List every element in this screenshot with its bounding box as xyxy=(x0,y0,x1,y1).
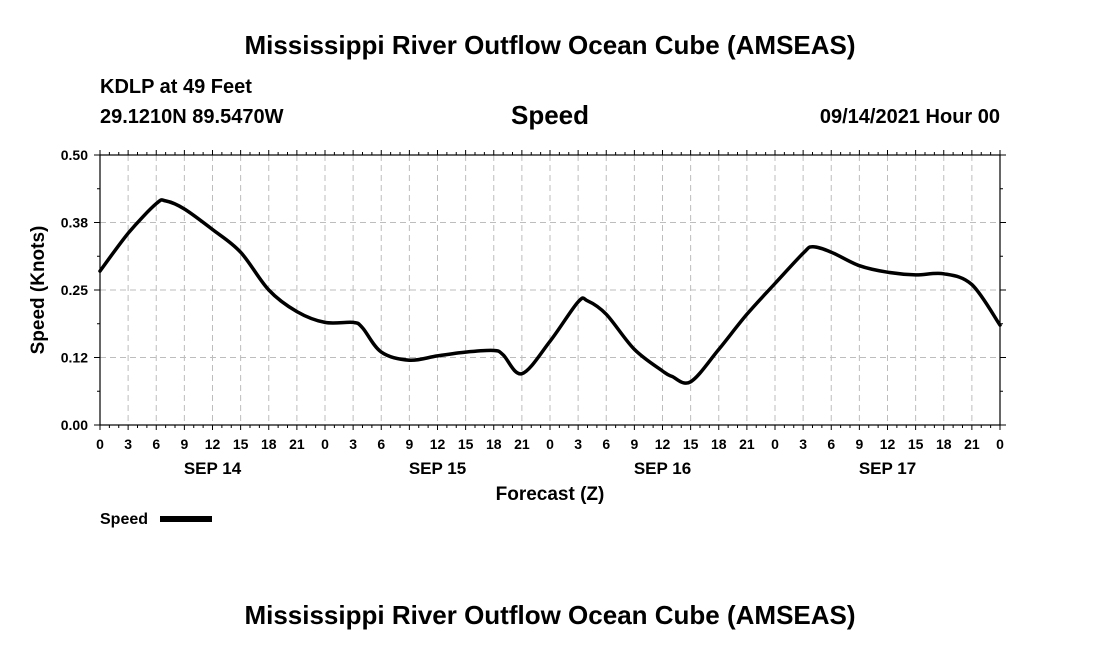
x-tick-label: 21 xyxy=(964,436,980,452)
x-tick-label: 15 xyxy=(908,436,924,452)
x-axis-title: Forecast (Z) xyxy=(496,484,605,505)
series-layer xyxy=(98,198,1002,385)
x-tick-label: 3 xyxy=(349,436,357,452)
y-tick-label: 0.00 xyxy=(61,417,88,433)
x-tick-label: 0 xyxy=(546,436,554,452)
y-tick-label: 0.38 xyxy=(61,215,88,231)
x-tick-label: 12 xyxy=(205,436,221,452)
date-label: SEP 17 xyxy=(859,459,916,478)
station-label: KDLP at 49 Feet xyxy=(100,76,252,98)
date-label: SEP 16 xyxy=(634,459,691,478)
x-tick-label: 15 xyxy=(458,436,474,452)
x-tick-label: 3 xyxy=(124,436,132,452)
x-tick-label: 6 xyxy=(377,436,385,452)
x-tick-label: 12 xyxy=(655,436,671,452)
y-tick-label: 0.25 xyxy=(61,282,88,298)
x-tick-label: 12 xyxy=(880,436,896,452)
y-tick-label: 0.12 xyxy=(61,350,88,366)
x-tick-label: 21 xyxy=(739,436,755,452)
x-tick-label: 15 xyxy=(233,436,249,452)
x-tick-label: 9 xyxy=(180,436,188,452)
axis-labels: 0.00 0.12 0.25 0.38 0.50 0 3 6 9 12 15 18 21 0 3 6 9 12 15… xyxy=(61,147,1004,478)
speed-series-line xyxy=(98,198,1002,385)
x-tick-label: 18 xyxy=(486,436,502,452)
x-tick-label: 0 xyxy=(321,436,329,452)
forecast-timestamp: 09/14/2021 Hour 00 xyxy=(819,106,1000,128)
x-tick-label: 9 xyxy=(855,436,863,452)
legend-swatch xyxy=(160,516,212,522)
y-tick-label: 0.50 xyxy=(61,147,88,163)
x-tick-label: 9 xyxy=(630,436,638,452)
date-label: SEP 15 xyxy=(409,459,466,478)
legend-label: Speed xyxy=(100,511,148,528)
x-tick-label: 9 xyxy=(405,436,413,452)
y-axis-title: Speed (Knots) xyxy=(28,226,49,355)
x-tick-label: 21 xyxy=(289,436,305,452)
x-tick-label: 0 xyxy=(771,436,779,452)
x-tick-label: 0 xyxy=(96,436,104,452)
chart-title-top: Mississippi River Outflow Ocean Cube (AM… xyxy=(244,30,856,60)
x-tick-label: 3 xyxy=(574,436,582,452)
x-tick-label: 18 xyxy=(711,436,727,452)
x-tick-label: 3 xyxy=(799,436,807,452)
x-tick-label: 18 xyxy=(261,436,277,452)
axis-ticks xyxy=(94,150,1006,430)
station-coordinates: 29.1210N 89.5470W xyxy=(100,106,284,128)
x-tick-label: 6 xyxy=(152,436,160,452)
x-tick-label: 6 xyxy=(602,436,610,452)
x-tick-label: 18 xyxy=(936,436,952,452)
x-tick-label: 21 xyxy=(514,436,530,452)
date-label: SEP 14 xyxy=(184,459,242,478)
chart-title-bottom: Mississippi River Outflow Ocean Cube (AM… xyxy=(244,600,856,630)
x-tick-label: 12 xyxy=(430,436,446,452)
x-tick-label: 6 xyxy=(827,436,835,452)
chart-grid xyxy=(100,155,1000,425)
x-tick-label: 0 xyxy=(996,436,1004,452)
variable-subtitle: Speed xyxy=(510,100,590,130)
x-tick-label: 15 xyxy=(683,436,699,452)
